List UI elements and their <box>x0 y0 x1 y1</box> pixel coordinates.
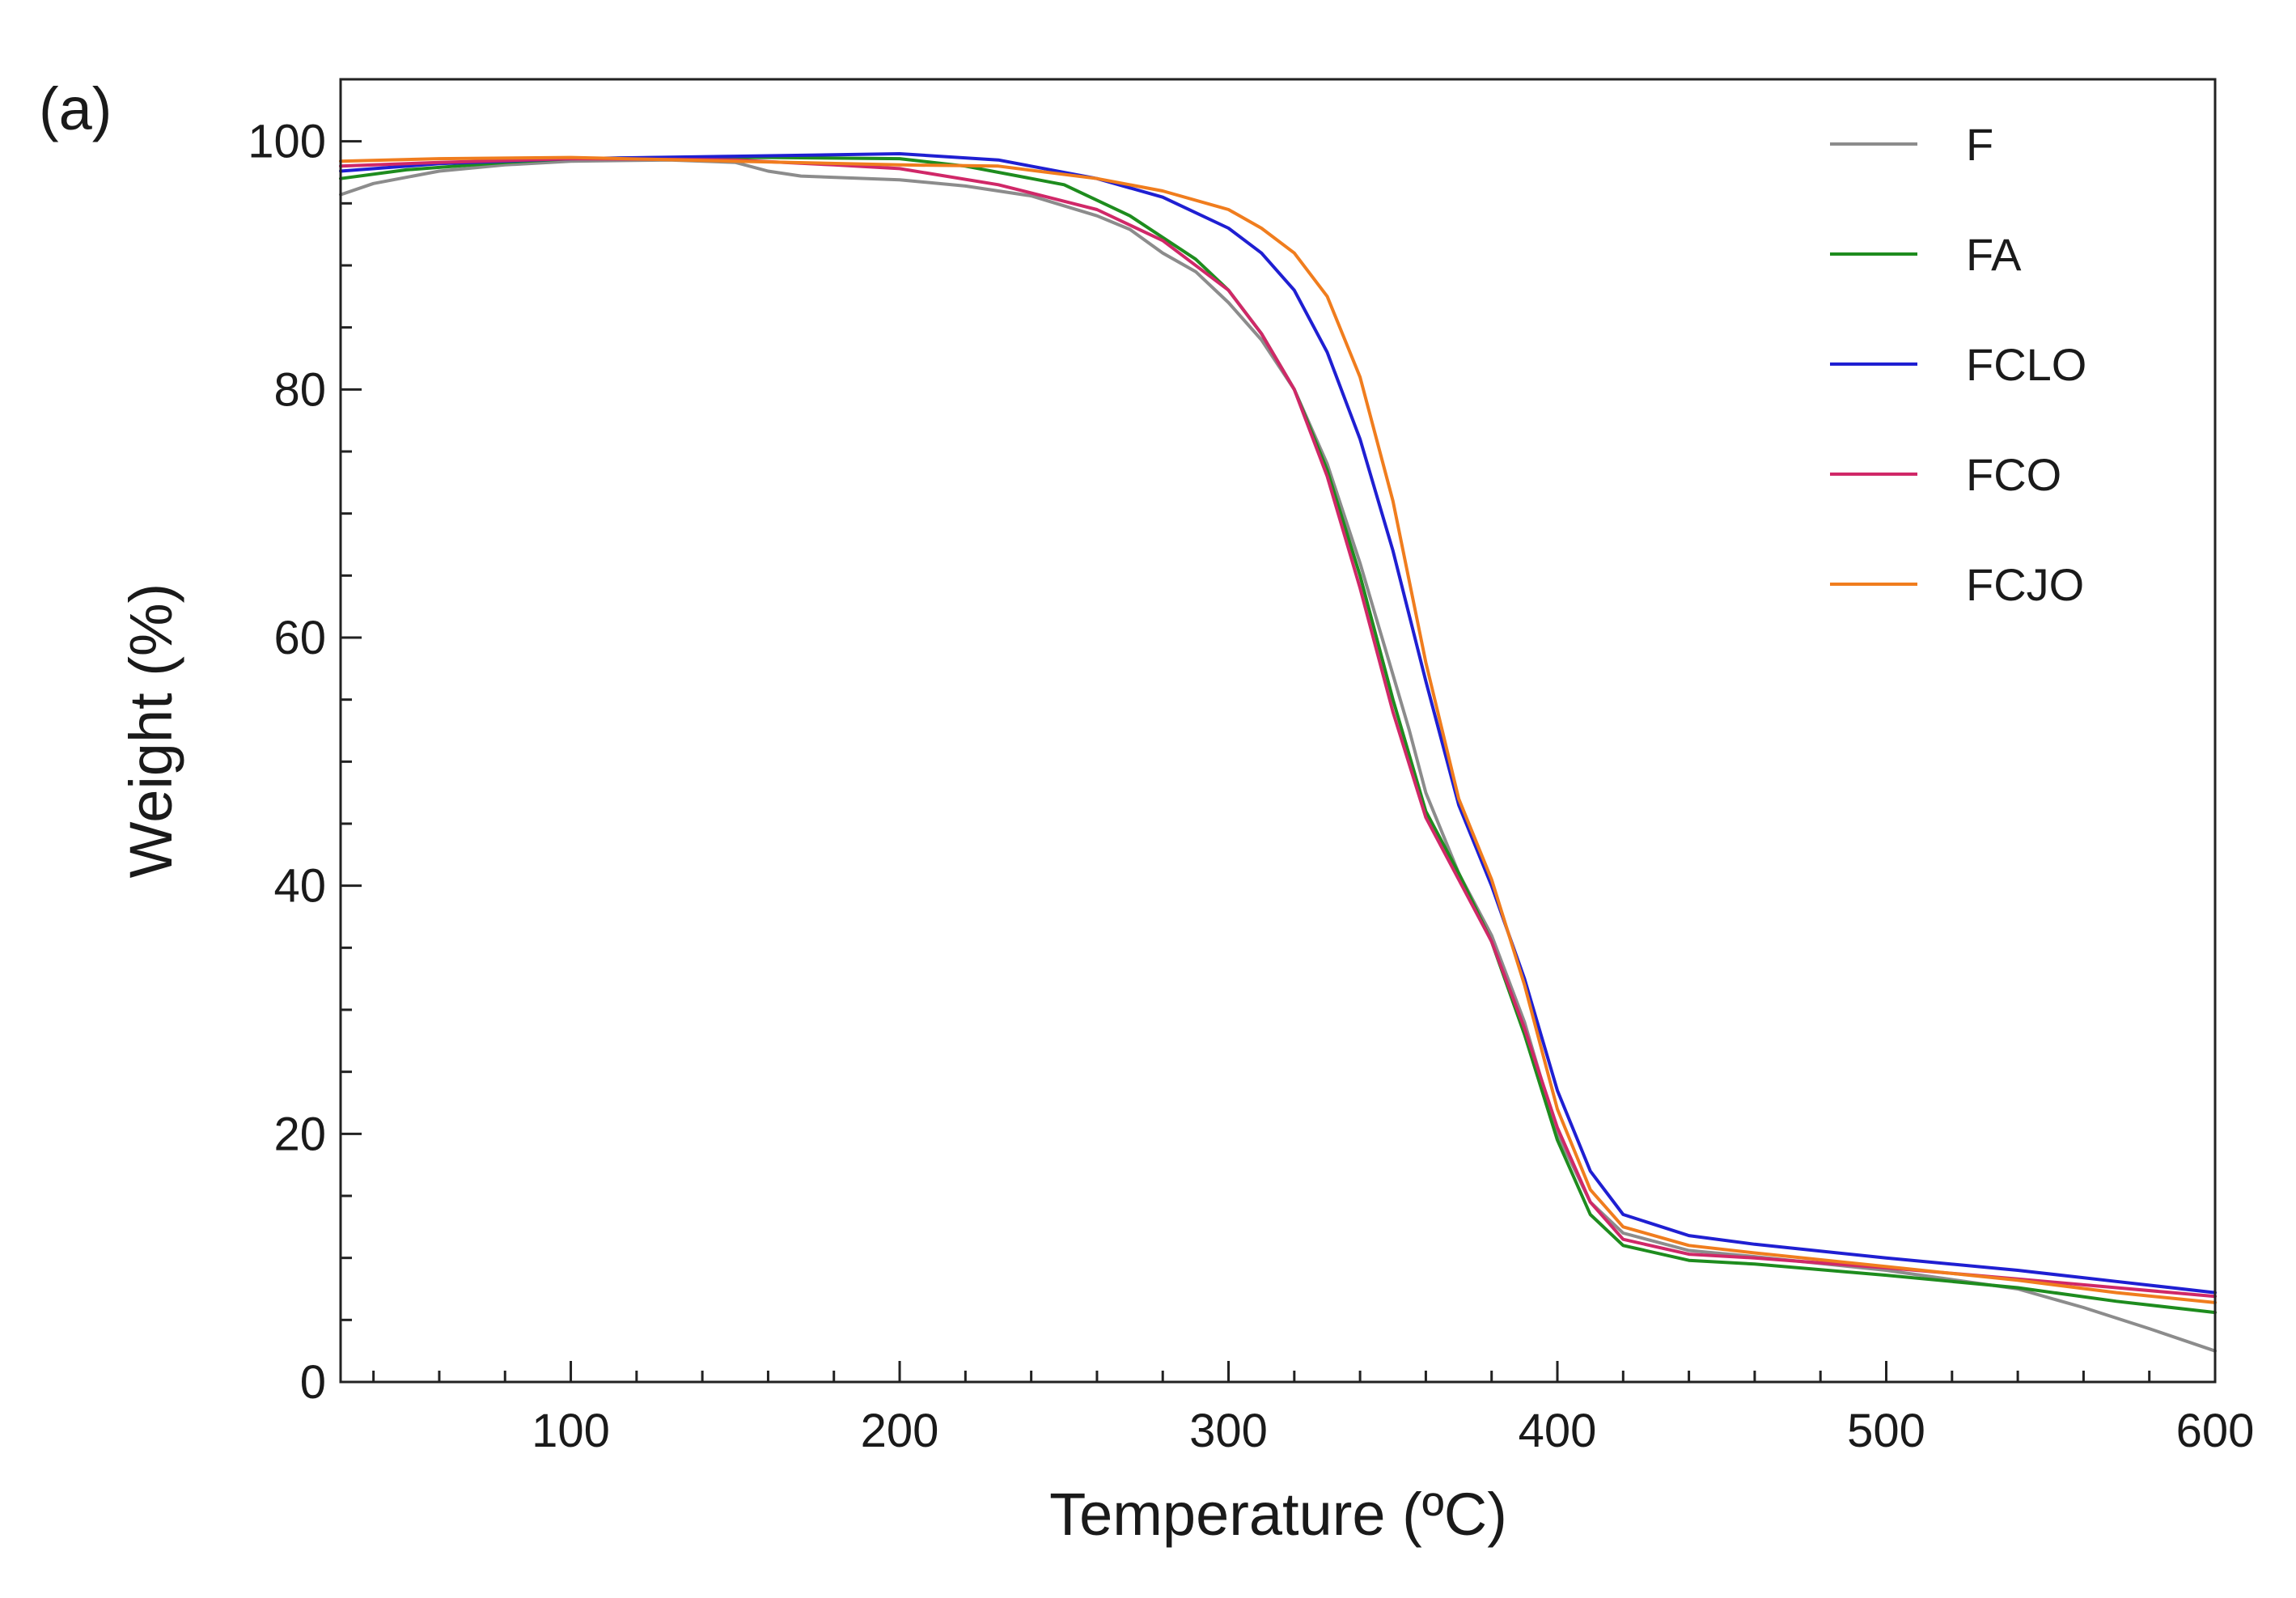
x-tick-label: 500 <box>1847 1405 1925 1457</box>
legend-label-fco: FCO <box>1966 449 2061 500</box>
y-tick-label: 20 <box>273 1108 326 1160</box>
x-tick-label: 100 <box>532 1405 610 1457</box>
y-tick-label: 60 <box>273 612 326 664</box>
x-tick-label: 600 <box>2176 1405 2255 1457</box>
series-line-fco <box>339 157 2217 1299</box>
x-tick-label: 300 <box>1189 1405 1268 1457</box>
legend: F FA FCLO FCO FCJO <box>1830 119 2086 610</box>
series-line-fclo <box>339 152 2217 1295</box>
x-axis-title: Temperature (ºC) <box>1049 1481 1507 1548</box>
legend-label-fclo: FCLO <box>1966 339 2086 390</box>
y-axis-title: Weight (%) <box>117 583 184 879</box>
plot-frame <box>339 78 2217 1384</box>
panel-label: (a) <box>39 75 112 142</box>
series-line-fcjo <box>339 155 2217 1304</box>
legend-label-fcjo: FCJO <box>1966 559 2084 610</box>
y-tick-label: 0 <box>300 1356 326 1409</box>
legend-label-fa: FA <box>1966 229 2022 280</box>
series-layer <box>339 152 2217 1353</box>
y-tick-label: 40 <box>273 860 326 913</box>
labels-layer: 100 200 300 400 500 600 0 20 40 60 80 100 <box>248 116 2254 1457</box>
y-tick-label: 100 <box>248 116 326 168</box>
x-tick-label: 200 <box>861 1405 939 1457</box>
legend-label-f: F <box>1966 119 1993 170</box>
x-tick-label: 400 <box>1519 1405 1597 1457</box>
y-tick-label: 80 <box>273 363 326 416</box>
